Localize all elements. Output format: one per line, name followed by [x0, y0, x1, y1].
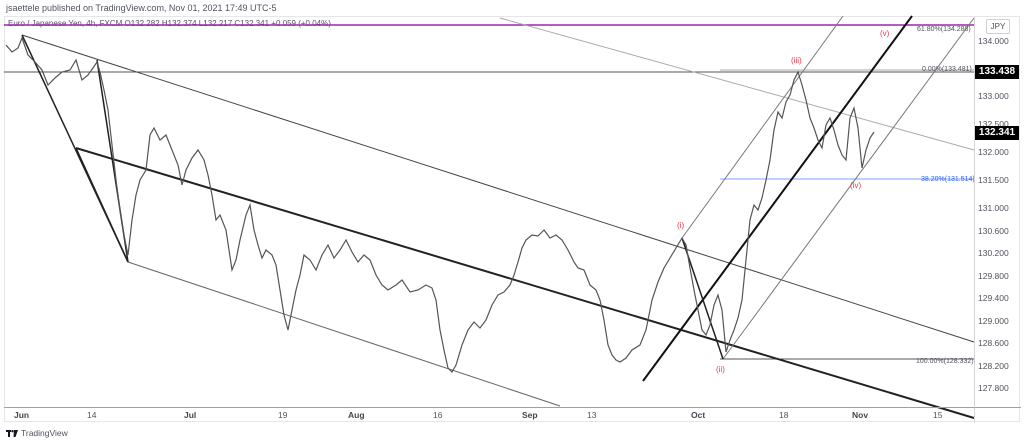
price-tick: 128.200	[978, 361, 1009, 371]
trendline-grey	[499, 17, 975, 151]
axis-corner	[974, 407, 1021, 423]
time-tick: 18	[779, 410, 789, 420]
price-tick: 131.000	[978, 203, 1009, 213]
price-tick: 132.500	[978, 119, 1009, 129]
price-series	[5, 36, 875, 373]
tradingview-logo-text: TradingView	[21, 428, 68, 438]
time-tick: 14	[87, 410, 97, 420]
price-tick: 132.000	[978, 147, 1009, 157]
time-tick: Jul	[184, 410, 197, 420]
last-price-tag: 132.341	[975, 126, 1019, 140]
price-tick: 127.800	[978, 383, 1009, 393]
time-axis[interactable]	[4, 407, 974, 423]
price-tick: 133.000	[978, 91, 1009, 101]
wave-label-iv: (iv)	[850, 181, 862, 190]
fib-382-label: 38.20%(131.514)	[921, 176, 975, 183]
chart-frame	[4, 16, 1020, 422]
fib-0-label: 0.00%(133.481)	[922, 66, 972, 73]
currency-badge[interactable]: JPY	[986, 19, 1010, 34]
price-axis[interactable]	[974, 17, 1021, 407]
price-tick: 130.200	[978, 248, 1009, 258]
wave-label-v: (v)	[880, 29, 890, 38]
tradingview-logo-icon	[6, 429, 18, 437]
time-tick: 13	[587, 410, 597, 420]
fib-618-label: 61.80%(134.288)	[917, 26, 971, 33]
time-tick: Nov	[852, 410, 869, 420]
time-tick: Sep	[522, 410, 538, 420]
fib-price-tag: 133.438	[975, 65, 1019, 79]
time-tick: Oct	[691, 410, 706, 420]
channel-lower-line	[127, 261, 561, 407]
tradingview-logo[interactable]: TradingView	[6, 428, 68, 438]
price-tick: 129.800	[978, 271, 1009, 281]
price-tick: 131.500	[978, 175, 1009, 185]
wave-label-iii: (iii)	[791, 56, 802, 65]
rising-channel-upper	[681, 15, 844, 239]
fib-100-label: 100.00%(128.332)	[916, 358, 974, 365]
time-tick: Jun	[14, 410, 30, 420]
rising-channel-median	[642, 15, 913, 382]
rising-channel-lower	[722, 17, 975, 360]
price-tick: 134.000	[978, 36, 1009, 46]
symbol-legend: Euro / Japanese Yen, 4h, FXCM O132.282 H…	[8, 19, 331, 28]
time-tick: 19	[278, 410, 288, 420]
price-tick: 130.600	[978, 226, 1009, 236]
time-tick: Aug	[348, 410, 365, 420]
channel-upper-line	[21, 34, 975, 343]
publisher-attribution: jsaettele published on TradingView.com, …	[6, 3, 277, 13]
channel-median-line	[75, 147, 975, 419]
wave-label-ii: (ii)	[716, 365, 725, 374]
time-tick: 15	[933, 410, 943, 420]
price-tick: 128.600	[978, 338, 1009, 348]
price-tick: 129.400	[978, 293, 1009, 303]
time-tick: 16	[433, 410, 443, 420]
price-tick: 129.000	[978, 316, 1009, 326]
wave-label-i: (i)	[677, 221, 685, 230]
